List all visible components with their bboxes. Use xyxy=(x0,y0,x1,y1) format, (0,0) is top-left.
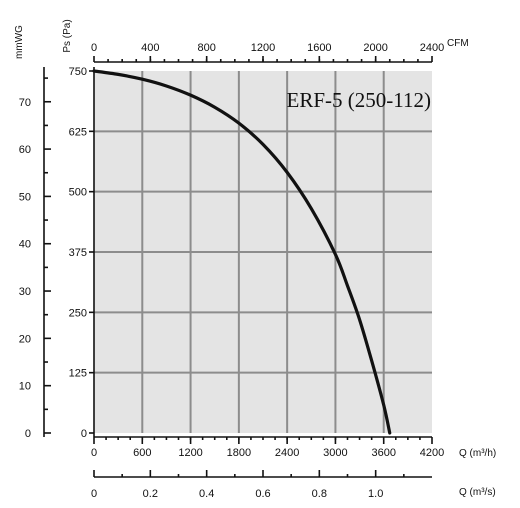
top-axis-label: CFM xyxy=(447,38,469,49)
left2-tick-label: 0 xyxy=(25,428,31,440)
left2-tick-label: 30 xyxy=(19,286,31,298)
y-tick-label: 750 xyxy=(69,66,87,78)
top-tick-label: 2000 xyxy=(363,42,387,54)
bottom2-tick-label: 0.2 xyxy=(143,488,158,500)
bottom2-tick-label: 0.6 xyxy=(255,488,270,500)
x-tick-label: 1800 xyxy=(227,447,251,459)
x-tick-label: 3000 xyxy=(323,447,347,459)
bottom2-tick-label: 0.4 xyxy=(199,488,214,500)
left2-tick-label: 70 xyxy=(19,97,31,109)
top-tick-label: 0 xyxy=(91,42,97,54)
y-tick-label: 250 xyxy=(69,307,87,319)
y-axis-label: Ps (Pa) xyxy=(62,19,73,52)
y-tick-label: 375 xyxy=(69,247,87,259)
y-tick-label: 500 xyxy=(69,187,87,199)
left2-tick-label: 50 xyxy=(19,191,31,203)
bottom2-tick-label: 1.0 xyxy=(368,488,383,500)
top-tick-label: 1600 xyxy=(307,42,331,54)
x-tick-label: 3600 xyxy=(371,447,395,459)
y-tick-label: 625 xyxy=(69,126,87,138)
left2-tick-label: 40 xyxy=(19,239,31,251)
bottom2-axis-label: Q (m³/s) xyxy=(459,487,496,498)
x-tick-label: 2400 xyxy=(275,447,299,459)
grid xyxy=(94,71,432,433)
left2-axis-label: mmWG xyxy=(14,25,25,59)
bottom2-tick-label: 0 xyxy=(91,488,97,500)
left2-tick-label: 10 xyxy=(19,381,31,393)
y-tick-label: 0 xyxy=(81,428,87,440)
series-line xyxy=(92,69,392,435)
y-tick-label: 125 xyxy=(69,368,87,380)
left2-tick-label: 60 xyxy=(19,144,31,156)
x-tick-label: 4200 xyxy=(420,447,444,459)
top-tick-label: 400 xyxy=(141,42,159,54)
bottom2-tick-label: 0.8 xyxy=(312,488,327,500)
x-tick-label: 600 xyxy=(133,447,151,459)
x-tick-label: 0 xyxy=(91,447,97,459)
top-tick-label: 2400 xyxy=(420,42,444,54)
x-tick-label: 1200 xyxy=(178,447,202,459)
series-layer xyxy=(92,69,392,435)
x-axis-label: Q (m³/h) xyxy=(459,448,496,459)
top-tick-label: 1200 xyxy=(251,42,275,54)
top-tick-label: 800 xyxy=(197,42,215,54)
chart-title: ERF-5 (250-112) xyxy=(287,88,431,112)
left2-tick-label: 20 xyxy=(19,333,31,345)
